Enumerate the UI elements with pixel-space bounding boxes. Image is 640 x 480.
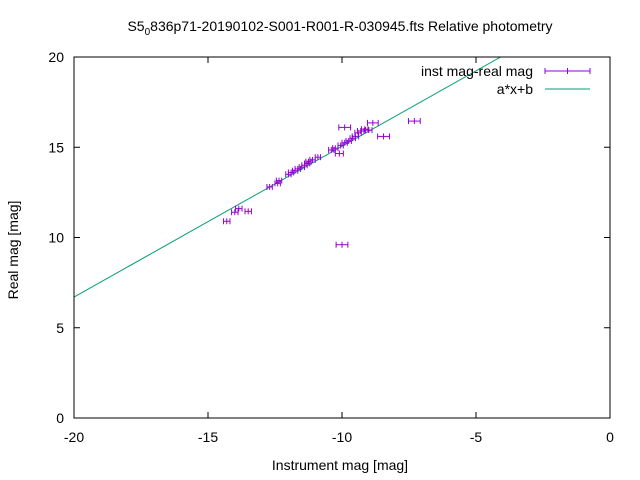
data-point <box>223 218 231 225</box>
y-tick-label: 5 <box>56 320 64 336</box>
data-point <box>361 126 369 133</box>
data-point <box>231 209 239 216</box>
x-tick-label: 0 <box>606 429 614 445</box>
legend-label: a*x+b <box>497 81 533 97</box>
data-point <box>275 177 283 184</box>
axis-ticks <box>73 56 611 419</box>
fit-line-path <box>74 57 501 298</box>
fit-line <box>74 57 501 298</box>
data-point <box>266 183 273 190</box>
data-point <box>366 119 379 126</box>
data-points <box>223 118 421 248</box>
x-tick-label: -20 <box>64 429 84 445</box>
x-tick-label: -15 <box>198 429 218 445</box>
data-point <box>377 133 390 140</box>
plot-frame <box>73 56 611 419</box>
y-tick-label: 0 <box>56 410 64 426</box>
x-tick-label: -10 <box>332 429 352 445</box>
data-point <box>338 124 352 131</box>
y-tick-label: 15 <box>48 139 64 155</box>
chart-title: S50836p71-20190102-S001-R001-R-030945.ft… <box>127 18 552 38</box>
y-tick-label: 10 <box>48 230 64 246</box>
data-point <box>335 241 349 248</box>
data-point <box>407 118 421 125</box>
data-point <box>314 154 322 161</box>
data-point <box>244 208 252 215</box>
tick-labels: -20 -15 -10 -5 0 0 5 10 15 20 <box>48 49 614 445</box>
chart-title-subscript: 0 <box>145 27 151 38</box>
y-tick-label: 20 <box>48 49 64 65</box>
data-point <box>235 205 243 212</box>
y-axis-label: Real mag [mag] <box>5 201 21 300</box>
legend-label: inst mag-real mag <box>421 63 533 79</box>
x-axis-label: Instrument mag [mag] <box>272 457 408 473</box>
data-point <box>334 150 344 157</box>
chart-title-prefix: S5 <box>127 18 144 34</box>
x-tick-label: -5 <box>470 429 483 445</box>
data-point <box>351 133 360 140</box>
legend: inst mag-real mag a*x+b <box>421 63 591 97</box>
chart-title-rest: 836p71-20190102-S001-R001-R-030945.fts R… <box>150 18 552 34</box>
data-point <box>365 127 373 134</box>
